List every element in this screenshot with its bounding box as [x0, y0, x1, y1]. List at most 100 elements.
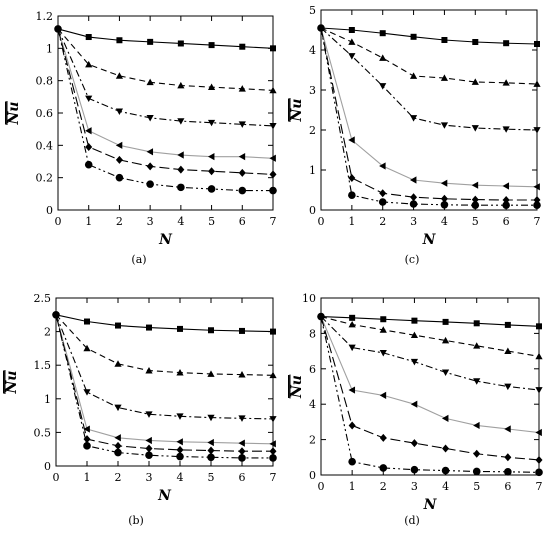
series-5-point — [238, 168, 246, 177]
series-1-point — [536, 323, 542, 330]
x-tick-label: 3 — [410, 215, 417, 228]
series-5-point — [269, 170, 277, 179]
series-line-6 — [55, 314, 273, 459]
series-line-6 — [320, 27, 537, 206]
series-2-point — [146, 78, 154, 86]
series-1-point — [503, 40, 510, 47]
y-tick-label: 4 — [309, 44, 316, 57]
y-tick-label: 0.6 — [36, 107, 54, 120]
series-5-point — [471, 195, 479, 204]
series-2-point — [409, 72, 418, 79]
series-5-point — [177, 165, 185, 174]
y-tick-label: 1 — [44, 393, 51, 406]
series-3-point — [473, 378, 481, 385]
series-5-point — [115, 155, 123, 164]
series-6-point — [146, 180, 154, 188]
series-6-point — [145, 451, 153, 460]
series-3-point — [504, 383, 512, 391]
chart-panel-3: 0 1 2 3 4 5 6 7 0 0.5 1 1.5 2 2.5 N Nu (b) — [4, 292, 277, 527]
x-tick-label: 4 — [441, 215, 448, 228]
x-axis-label: N — [157, 488, 172, 504]
series-1-point — [208, 327, 214, 334]
series-1-point — [504, 321, 511, 328]
series-4-point — [535, 428, 542, 437]
y-axis-label: Nu — [6, 102, 22, 126]
series-2-point — [238, 371, 246, 378]
series-6-point — [269, 454, 277, 462]
series-1-point — [270, 45, 276, 52]
series-line-1 — [57, 28, 274, 49]
y-tick-label: 5 — [309, 4, 316, 17]
series-6-point — [471, 201, 480, 209]
series-2-point — [348, 320, 356, 328]
series-4-point — [379, 162, 386, 170]
series-1-point — [380, 316, 387, 323]
series-4-point — [85, 127, 92, 135]
series-3-point — [207, 119, 216, 127]
series-3-point — [145, 411, 153, 418]
y-tick-label: 1 — [309, 164, 316, 177]
series-4-point — [379, 391, 387, 399]
y-tick-label: 0.4 — [36, 139, 54, 152]
series-2-point — [207, 83, 216, 91]
series-1-point — [177, 40, 184, 47]
series-4-point — [177, 151, 184, 159]
y-tick-label: 0.2 — [36, 172, 54, 185]
y-tick-label: 1.5 — [34, 359, 52, 372]
y-tick-label: 4 — [309, 398, 316, 411]
series-line-3 — [55, 314, 274, 420]
series-1-point — [472, 39, 479, 45]
series-4-point — [409, 176, 417, 184]
series-3-point — [471, 125, 479, 132]
series-line-2 — [57, 28, 274, 91]
series-2-point — [535, 352, 543, 360]
series-3-point — [238, 121, 246, 128]
series-5-point — [146, 162, 154, 171]
x-tick-label: 1 — [84, 471, 91, 484]
series-1-point — [411, 317, 418, 324]
series-5-point — [269, 447, 277, 456]
x-axis-label: N — [158, 232, 173, 248]
series-2-point — [269, 86, 277, 94]
series-2-point — [83, 344, 91, 352]
x-axis-label: N — [423, 497, 438, 513]
x-tick-label: 3 — [411, 480, 418, 493]
series-3-point — [269, 123, 277, 130]
series-1-point — [85, 34, 92, 41]
chart-panel-1: 0 1 2 3 4 5 6 7 0 0.2 0.4 0.6 0.8 1 1.2 N Nu (a) — [6, 10, 277, 266]
y-tick-label: 3 — [309, 84, 316, 97]
series-1-point — [177, 325, 183, 332]
plot-frame — [55, 297, 274, 467]
series-5-point — [379, 189, 387, 198]
x-tick-label: 0 — [53, 471, 60, 484]
x-tick-label: 1 — [348, 215, 355, 228]
series-2-point — [379, 326, 387, 333]
series-3-point — [269, 416, 277, 423]
series-line-4 — [320, 27, 538, 188]
series-4-point — [269, 154, 276, 162]
y-tick-label: 1.2 — [36, 10, 54, 23]
x-tick-label: 6 — [239, 215, 246, 228]
series-4-point — [146, 148, 154, 156]
series-2-point — [207, 370, 215, 377]
series-5-point — [114, 441, 122, 450]
x-tick-label: 3 — [146, 471, 153, 484]
x-tick-label: 0 — [55, 215, 62, 228]
series-6-point — [533, 201, 541, 209]
series-2-point — [115, 72, 124, 79]
series-4-point — [504, 425, 511, 433]
series-6-point — [348, 457, 356, 466]
series-6-point — [207, 185, 216, 193]
series-3-point — [115, 108, 124, 115]
y-tick-label: 0 — [44, 460, 51, 473]
series-3-point — [114, 404, 122, 412]
series-2-point — [441, 336, 450, 344]
x-tick-label: 5 — [208, 471, 215, 484]
x-tick-label: 4 — [177, 471, 184, 484]
series-3-point — [348, 344, 356, 352]
series-3-point — [440, 122, 449, 129]
x-tick-label: 0 — [318, 480, 325, 493]
y-tick-label: 2 — [309, 124, 316, 137]
y-tick-label: 6 — [309, 363, 316, 376]
series-3-point — [535, 387, 543, 394]
